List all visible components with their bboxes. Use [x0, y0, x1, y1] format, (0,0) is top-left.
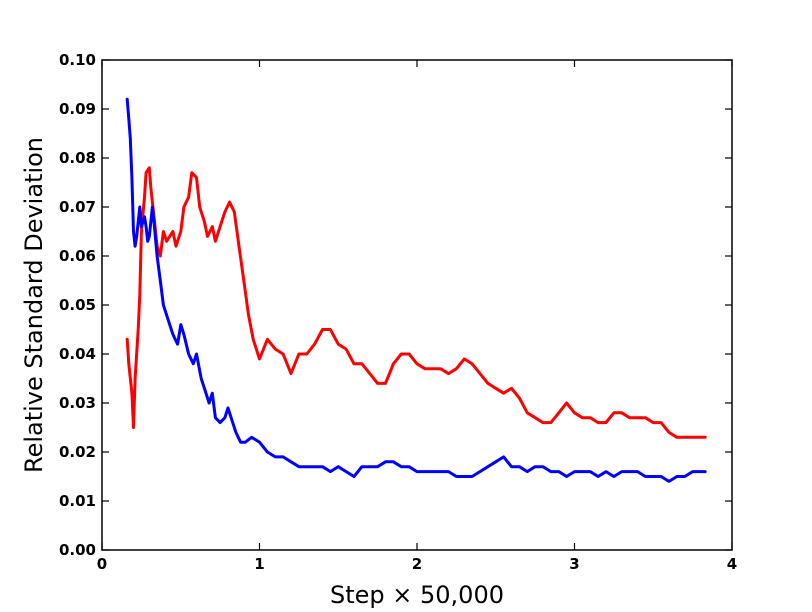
y-tick-label-8: 0.08 [59, 149, 96, 167]
x-tick-label-4: 4 [727, 555, 737, 573]
x-axis-label: Step × 50,000 [330, 581, 504, 609]
y-tick-label-2: 0.02 [59, 443, 96, 461]
x-tick-label-0: 0 [97, 555, 107, 573]
x-tick-label-1: 1 [254, 555, 264, 573]
ticks-layer: 0 1 2 3 4 0.00 0.01 0.02 0.03 0.04 0.05 0.06 0.07 0.0… [59, 51, 737, 573]
y-axis-label: Relative Standard Deviation [20, 137, 48, 473]
y-tick-label-4: 0.04 [59, 345, 96, 363]
y-tick-label-5: 0.05 [59, 296, 96, 314]
x-tick-label-3: 3 [569, 555, 579, 573]
y-tick-label-10: 0.10 [59, 51, 96, 69]
y-tick-label-1: 0.01 [59, 492, 96, 510]
series-line-0 [125, 166, 707, 439]
y-tick-label-0: 0.00 [59, 541, 96, 559]
series-layer [125, 97, 707, 483]
y-tick-label-3: 0.03 [59, 394, 96, 412]
series-line-1 [125, 97, 707, 483]
y-tick-label-9: 0.09 [59, 100, 96, 118]
y-tick-label-7: 0.07 [59, 198, 96, 216]
y-tick-label-6: 0.06 [59, 247, 96, 265]
plot-area-frame [101, 59, 733, 551]
x-tick-label-2: 2 [412, 555, 422, 573]
